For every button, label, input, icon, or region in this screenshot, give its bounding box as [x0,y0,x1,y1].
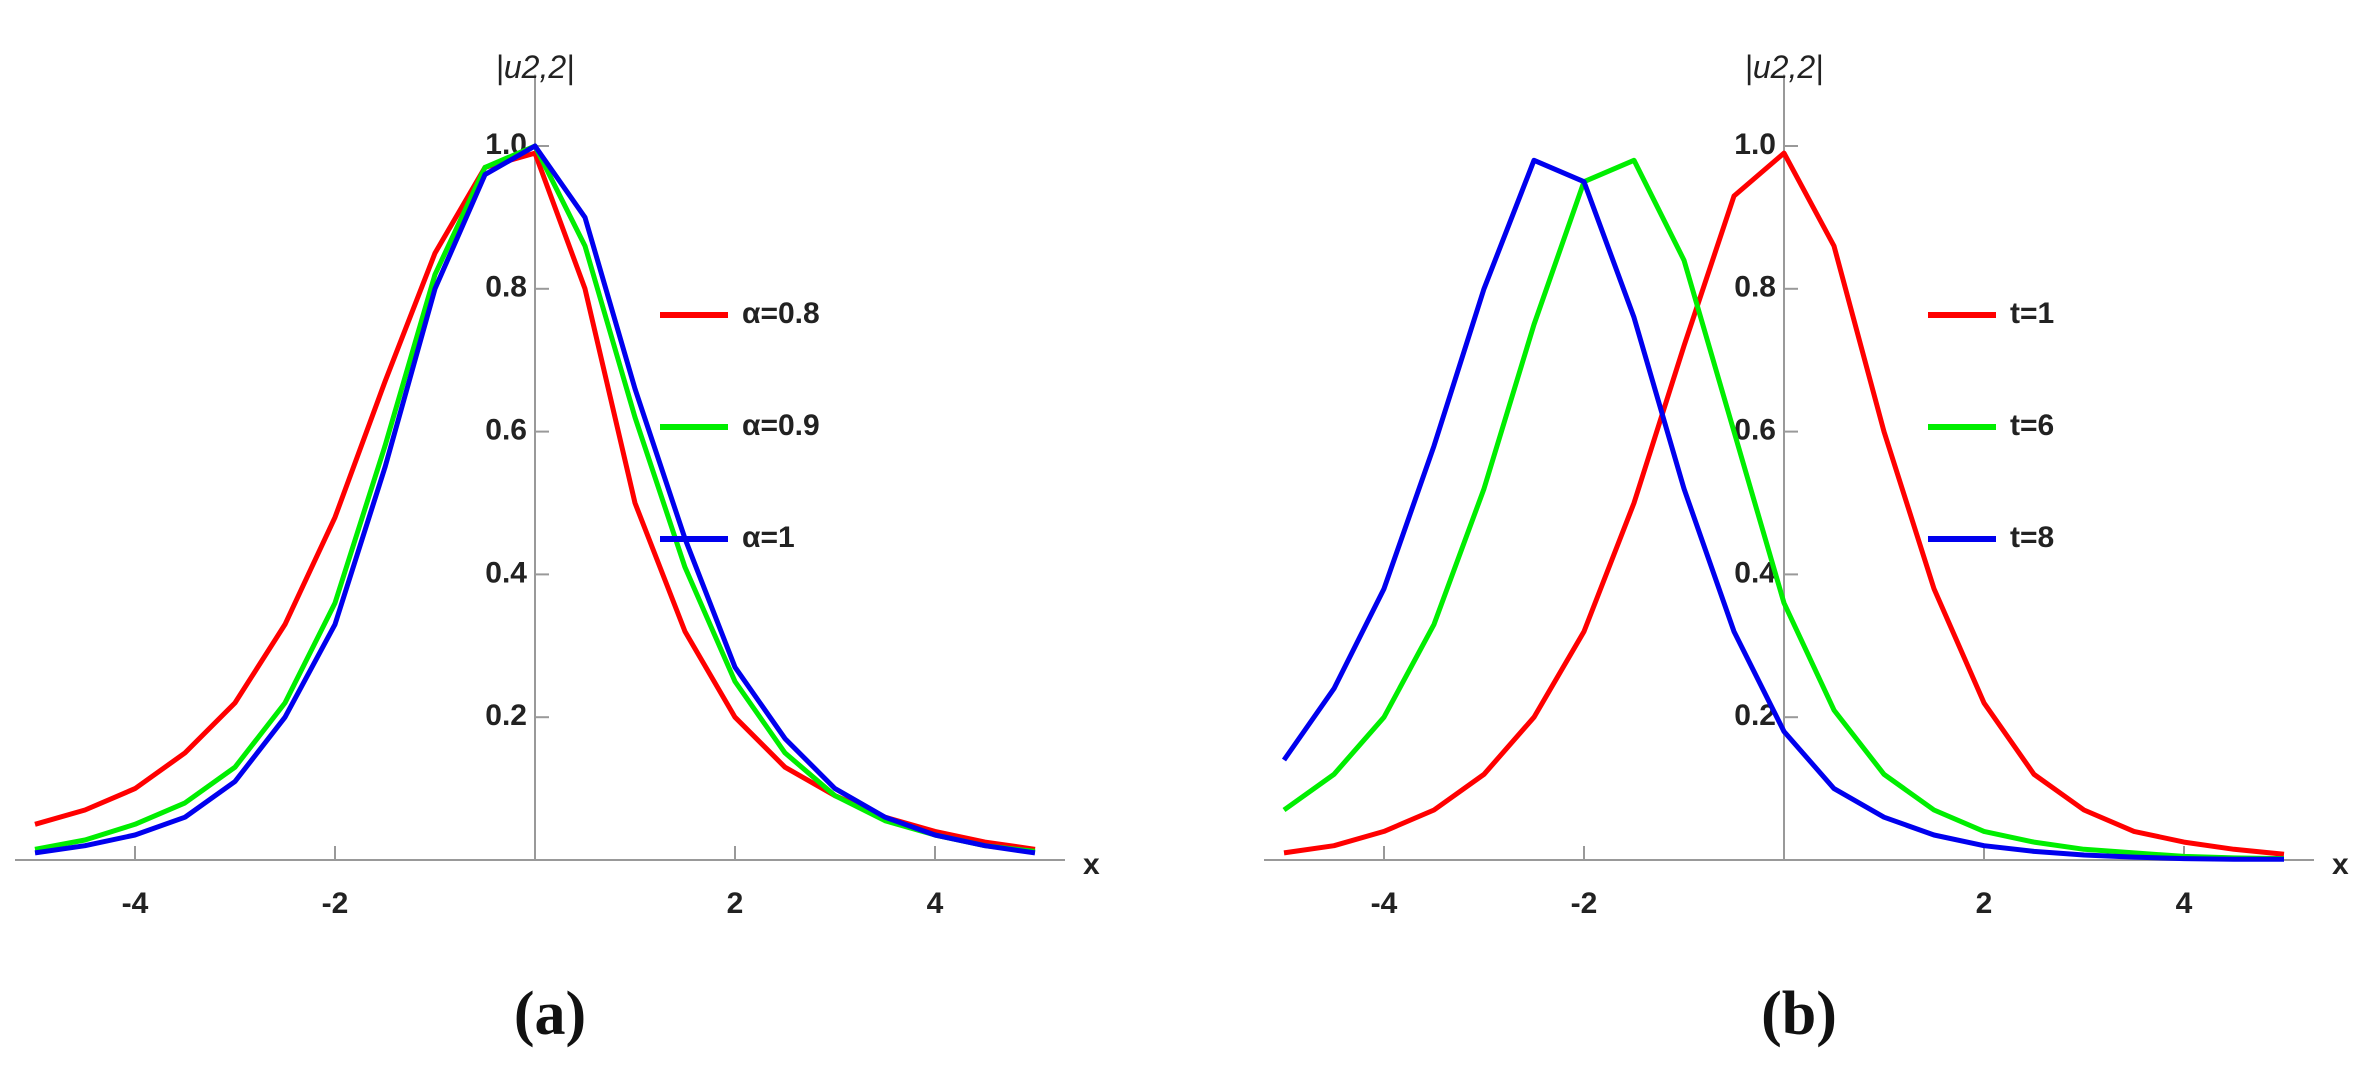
x-tick-label: -4 [122,887,149,920]
y-tick-label: 0.4 [1734,556,1776,589]
y-tick-label: 0.8 [485,271,527,304]
y-tick-label: 0.4 [485,556,527,589]
legend-label: t=6 [2010,409,2054,442]
line-series [1283,150,2285,857]
y-tick-label: 0.6 [485,414,527,447]
x-tick-label: -2 [1571,887,1598,920]
legend-label: α=1 [742,521,795,554]
x-tick-label: 4 [2176,887,2193,920]
caption: (a) [514,980,586,1048]
x-axis-label: x [2332,848,2349,881]
x-axis-label: x [1083,848,1100,881]
y-tick-label: 0.2 [485,699,527,732]
line-series [34,143,1036,856]
x-tick-label: -4 [1371,887,1398,920]
x-tick-label: 2 [1976,887,1993,920]
legend-label: t=8 [2010,521,2054,554]
y-tick-label: 0.8 [1734,271,1776,304]
legend-label: α=0.8 [742,297,820,330]
y-axis-label: |u2,2| [1745,49,1824,85]
x-tick-label: -2 [322,887,349,920]
caption: (b) [1761,980,1837,1048]
x-tick-label: 2 [727,887,744,920]
line-series [1282,157,2285,862]
y-tick-label: 0.6 [1734,414,1776,447]
legend-label: t=1 [2010,297,2054,330]
legend-label: α=0.9 [742,409,820,442]
y-axis-label: |u2,2| [496,49,575,85]
x-tick-label: 4 [927,887,944,920]
y-tick-label: 1.0 [1734,128,1776,161]
line-series [1281,157,2284,862]
